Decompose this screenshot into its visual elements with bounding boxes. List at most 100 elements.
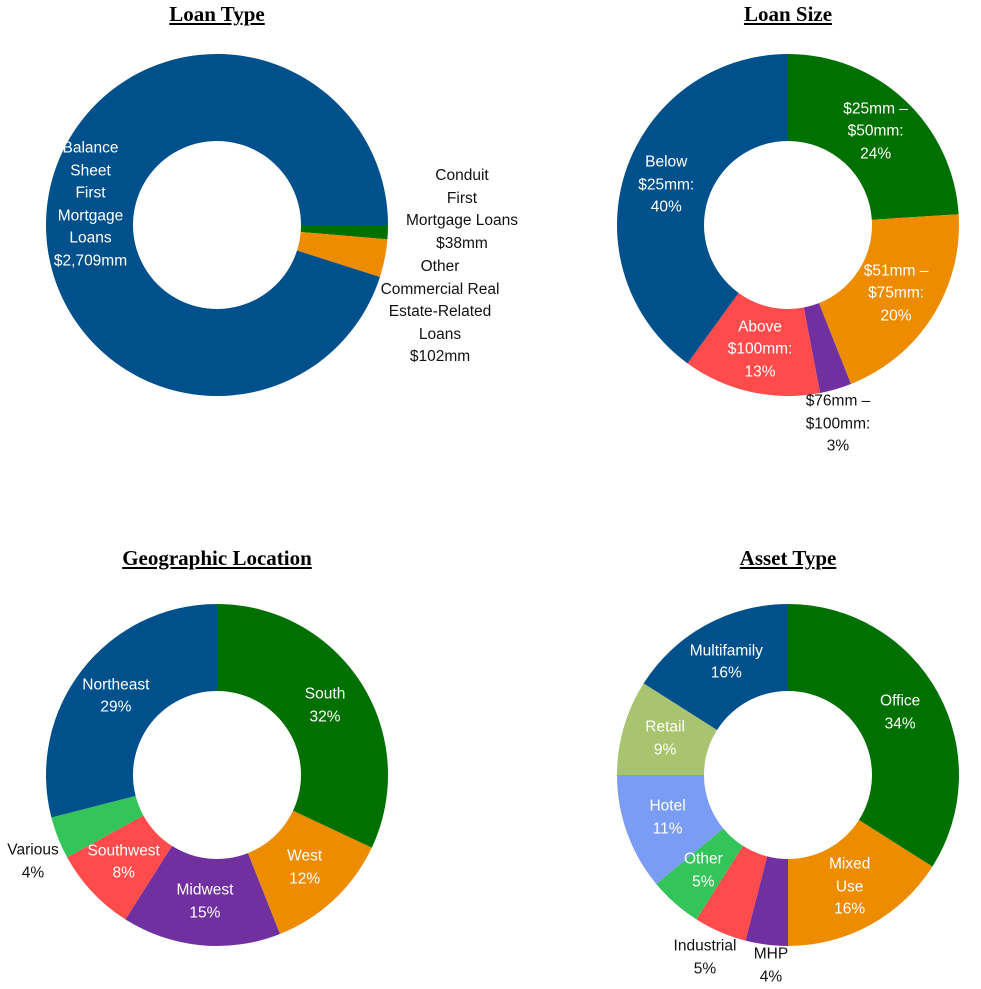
label-line: 12%: [289, 870, 321, 888]
asset-type-slice: [788, 604, 959, 867]
loan-type-slice-label: Balance Sheet First Mortgage Loans $2,709mm: [54, 138, 127, 273]
label-line: $25mm:: [638, 176, 695, 194]
label-line: Mortgage: [57, 207, 124, 225]
asset-type-slice: [643, 604, 788, 730]
asset-type-slice-label: MHP 4%: [754, 944, 788, 989]
geographic-location-slice-label: Southwest 8%: [87, 840, 159, 885]
label-line: MHP: [753, 945, 789, 963]
geographic-location-slice-label: Northeast 29%: [82, 674, 149, 719]
loan-type-slice: [300, 225, 388, 240]
loan-size-slice-label: Below $25mm: 40%: [638, 152, 694, 220]
geographic-location-slice: [217, 604, 388, 848]
asset-type-slice: [696, 845, 768, 941]
label-line: 32%: [309, 708, 341, 726]
label-line: 3%: [826, 437, 850, 455]
label-line: $76mm –: [805, 392, 871, 410]
label-line: First: [446, 189, 478, 207]
label-line: Other: [420, 257, 460, 275]
label-line: Southwest: [87, 842, 160, 860]
chart-title: Geographic Location: [122, 546, 312, 570]
label-line: 16%: [710, 664, 742, 682]
label-line: West: [287, 847, 323, 865]
label-line: Office: [880, 692, 921, 710]
geographic-location-slice: [125, 845, 280, 946]
label-line: Use: [835, 877, 864, 895]
label-line: Other: [683, 850, 723, 868]
asset-type-slice-label: Hotel 11%: [649, 796, 685, 841]
asset-type-slice-label: Mixed Use 16%: [829, 853, 870, 921]
asset-type-slice-label: Multifamily 16%: [690, 640, 763, 685]
geographic-location-slice-label: West 12%: [287, 846, 322, 891]
label-line: 20%: [880, 306, 912, 324]
label-line: $51mm –: [863, 261, 929, 279]
label-line: 16%: [834, 900, 866, 918]
chart-title: Loan Type: [169, 2, 265, 26]
loan-size-slice: [803, 303, 851, 393]
loan-size-slice-label: $51mm – $75mm: 20%: [864, 260, 929, 328]
loan-type-slice-label: Other Commercial Real Estate-Related Loans $…: [381, 256, 500, 369]
label-line: Conduit: [435, 167, 489, 184]
label-line: 40%: [650, 198, 682, 216]
asset-type-slice: [617, 775, 724, 884]
label-line: $2,709mm: [53, 252, 128, 270]
label-line: 5%: [693, 960, 717, 977]
label-line: South: [304, 685, 346, 703]
label-line: Industrial: [673, 937, 737, 955]
asset-type-slice: [745, 856, 788, 946]
loan-size-slice-label: $76mm – $100mm: 3%: [806, 390, 871, 458]
label-line: Midwest: [176, 881, 234, 899]
label-line: Above: [738, 318, 783, 336]
label-line: 4%: [21, 864, 45, 881]
loan-size-slice: [617, 54, 788, 364]
label-line: Various: [7, 841, 59, 859]
loan-size-slice-label: $25mm – $50mm: 24%: [843, 98, 908, 166]
label-line: 13%: [744, 363, 776, 381]
label-line: 9%: [653, 741, 677, 759]
label-line: First: [75, 184, 106, 202]
label-line: $25mm –: [843, 99, 908, 117]
label-line: Multifamily: [689, 642, 763, 660]
label-line: $102mm: [409, 347, 471, 365]
geographic-location-slice: [51, 795, 144, 858]
label-line: Estate-Related: [388, 302, 492, 320]
loan-size-slice-label: Above $100mm: 13%: [728, 316, 793, 384]
label-line: 29%: [100, 698, 132, 716]
label-line: $38mm: [436, 234, 488, 252]
label-line: 5%: [692, 873, 715, 890]
asset-type-slice: [617, 683, 718, 775]
geographic-location-slice: [46, 604, 218, 818]
asset-type-slice: [656, 828, 743, 920]
label-line: Below: [645, 153, 688, 171]
label-line: 4%: [759, 968, 783, 985]
loan-type-slice: [297, 232, 388, 277]
geographic-location-slice-label: Various 4%: [7, 840, 58, 885]
geographic-location-slice-label: Midwest 15%: [177, 880, 234, 925]
asset-type-slice-label: Retail 9%: [645, 717, 685, 762]
asset-type-slice-label: Industrial 5%: [674, 936, 737, 981]
asset-type-slice: [788, 820, 933, 946]
label-line: Mixed: [828, 855, 871, 873]
label-line: Retail: [645, 718, 685, 736]
label-line: Sheet: [70, 162, 111, 180]
loan-size-slice: [818, 214, 960, 384]
geographic-location-slice-label: South 32%: [305, 684, 346, 729]
label-line: 11%: [652, 820, 683, 838]
loan-type-slice-label: Conduit First Mortgage Loans $38mm: [406, 165, 518, 255]
label-line: Balance: [62, 139, 119, 157]
chart-title: Loan Size: [743, 2, 833, 26]
label-line: 24%: [860, 144, 892, 162]
loan-size-slice: [687, 292, 821, 396]
label-line: $75mm:: [868, 284, 925, 302]
asset-type-slice-label: Office 34%: [880, 691, 920, 736]
loan-size-slice: [788, 54, 959, 220]
geographic-location-slice: [67, 815, 172, 920]
label-line: 15%: [189, 904, 221, 922]
label-line: $50mm:: [847, 122, 904, 140]
asset-type-slice-label: Other 5%: [684, 849, 723, 894]
label-line: 8%: [112, 864, 135, 882]
geographic-location-slice: [247, 810, 372, 934]
label-line: Commercial Real: [380, 280, 500, 298]
label-line: $100mm:: [727, 340, 793, 358]
label-line: 34%: [884, 715, 916, 733]
